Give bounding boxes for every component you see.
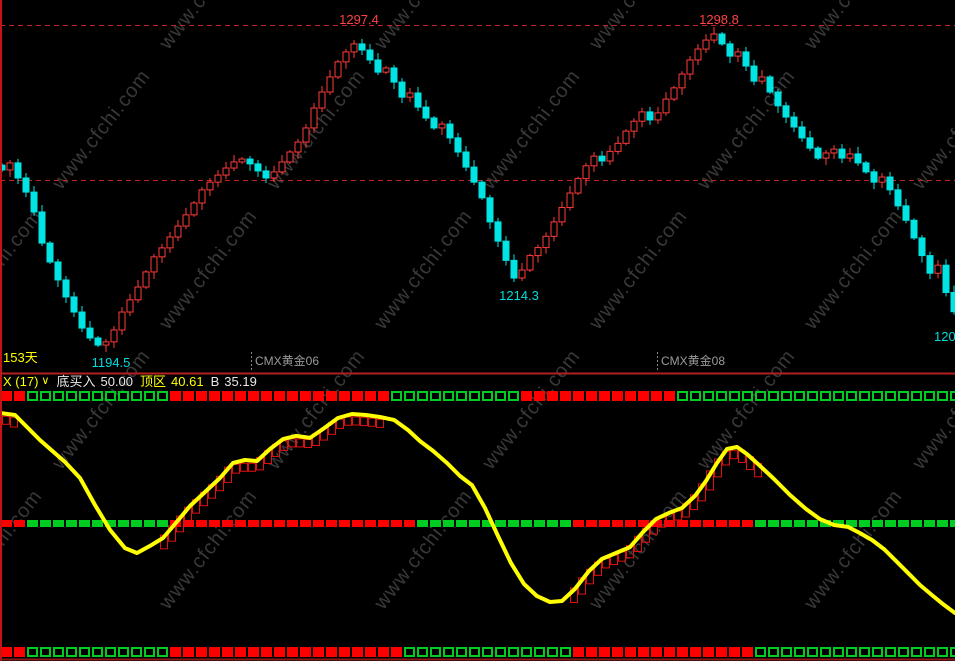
indicator-param-value: 50.00 [100,374,134,389]
swing-low-label-clipped: 120 [934,329,955,344]
swing-low-label: 1194.5 [91,355,131,370]
contract-label: CMX黄金08 [661,354,726,368]
signal-strips [1,391,955,657]
indicator-param-value: 35.19 [224,374,257,389]
chevron-down-icon[interactable]: ∨ [41,375,50,387]
indicator-param-label: 底买入 [56,374,96,389]
indicator-title[interactable]: X (17) [3,374,39,389]
indicator-param-label: B [210,374,220,389]
indicator-header: X (17) ∨ 底买入 50.00 顶区 40.61 B 35.19 [0,374,955,389]
oscillator-yellow-line [0,411,955,615]
oscillator-ladder [0,415,762,604]
swing-high-label: 1298.8 [699,12,739,27]
contract-label: CMX黄金06 [255,354,320,368]
period-label: 153天 [3,350,38,365]
indicator-param-value: 40.61 [171,374,204,389]
price-alert-lines [0,25,955,372]
swing-low-label: 1214.3 [499,288,539,303]
swing-high-label: 1297.4 [339,12,379,27]
candlestick-layer [0,26,955,353]
left-border [0,0,2,661]
indicator-param-label: 顶区 [140,374,167,389]
